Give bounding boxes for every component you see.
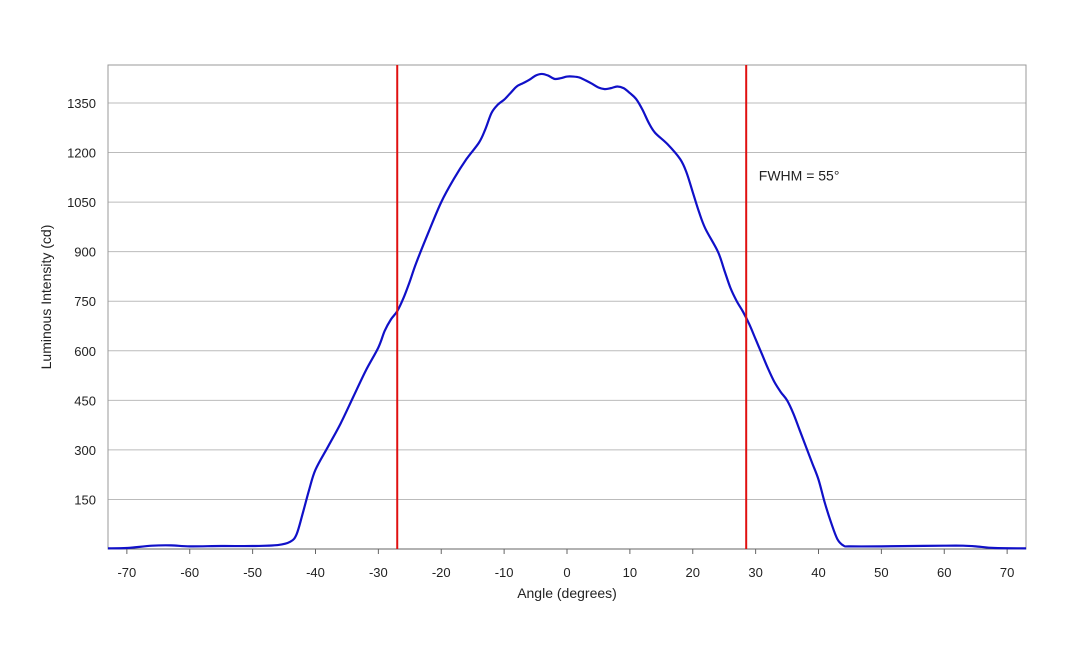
y-tick-label: 1200 [67,146,96,161]
y-axis: 150 300 450 600 750 900 1050 1200 1350 [67,96,96,507]
x-axis: -70 -60 -50 -40 -30 -20 -10 0 10 20 30 40 50 60 70 [108,548,1026,580]
x-tick-label: 0 [563,565,570,580]
y-tick-label: 1050 [67,195,96,210]
y-tick-label: 900 [74,245,96,260]
y-tick-label: 1350 [67,96,96,111]
x-tick-label: -40 [306,565,325,580]
fwhm-annotation: FWHM = 55° [759,168,840,184]
x-tick-label: 10 [623,565,637,580]
x-tick-label: -20 [432,565,451,580]
x-axis-label: Angle (degrees) [517,585,617,601]
grid-lines [108,102,1026,500]
x-tick-label: 40 [811,565,825,580]
y-tick-label: 150 [74,492,96,507]
x-tick-label: -30 [369,565,388,580]
fwhm-markers [396,65,748,549]
y-axis-label: Luminous Intensity (cd) [38,225,54,370]
x-tick-label: 20 [686,565,700,580]
x-tick-label: -70 [117,565,136,580]
x-tick-label: -60 [180,565,199,580]
x-tick-label: -50 [243,565,262,580]
x-tick-label: 70 [1000,565,1014,580]
intensity-curve [107,72,1027,550]
plot-frame [107,64,1027,550]
x-tick-label: 30 [748,565,762,580]
y-tick-label: 450 [74,393,96,408]
y-tick-label: 750 [74,294,96,309]
x-tick-label: 50 [874,565,888,580]
x-tick-label: 60 [937,565,951,580]
series-layer [107,72,1027,550]
x-tick-label: -10 [495,565,514,580]
y-tick-label: 600 [74,344,96,359]
y-tick-label: 300 [74,443,96,458]
